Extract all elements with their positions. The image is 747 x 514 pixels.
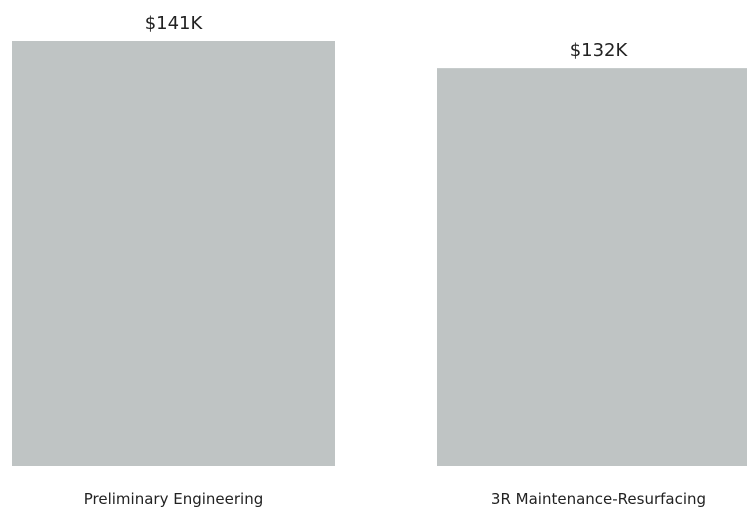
bar-value-label-1: $132K bbox=[570, 40, 629, 61]
bars-group bbox=[12, 41, 747, 467]
category-label-1: 3R Maintenance-Resurfacing bbox=[491, 490, 706, 508]
bar-1 bbox=[437, 68, 747, 467]
bar-0 bbox=[12, 41, 335, 466]
category-labels-group: Preliminary Engineering 3R Maintenance-Re… bbox=[84, 490, 706, 508]
bar-value-label-0: $141K bbox=[145, 13, 204, 34]
value-labels-group: $141K $132K bbox=[145, 13, 629, 61]
category-label-0: Preliminary Engineering bbox=[84, 490, 263, 508]
